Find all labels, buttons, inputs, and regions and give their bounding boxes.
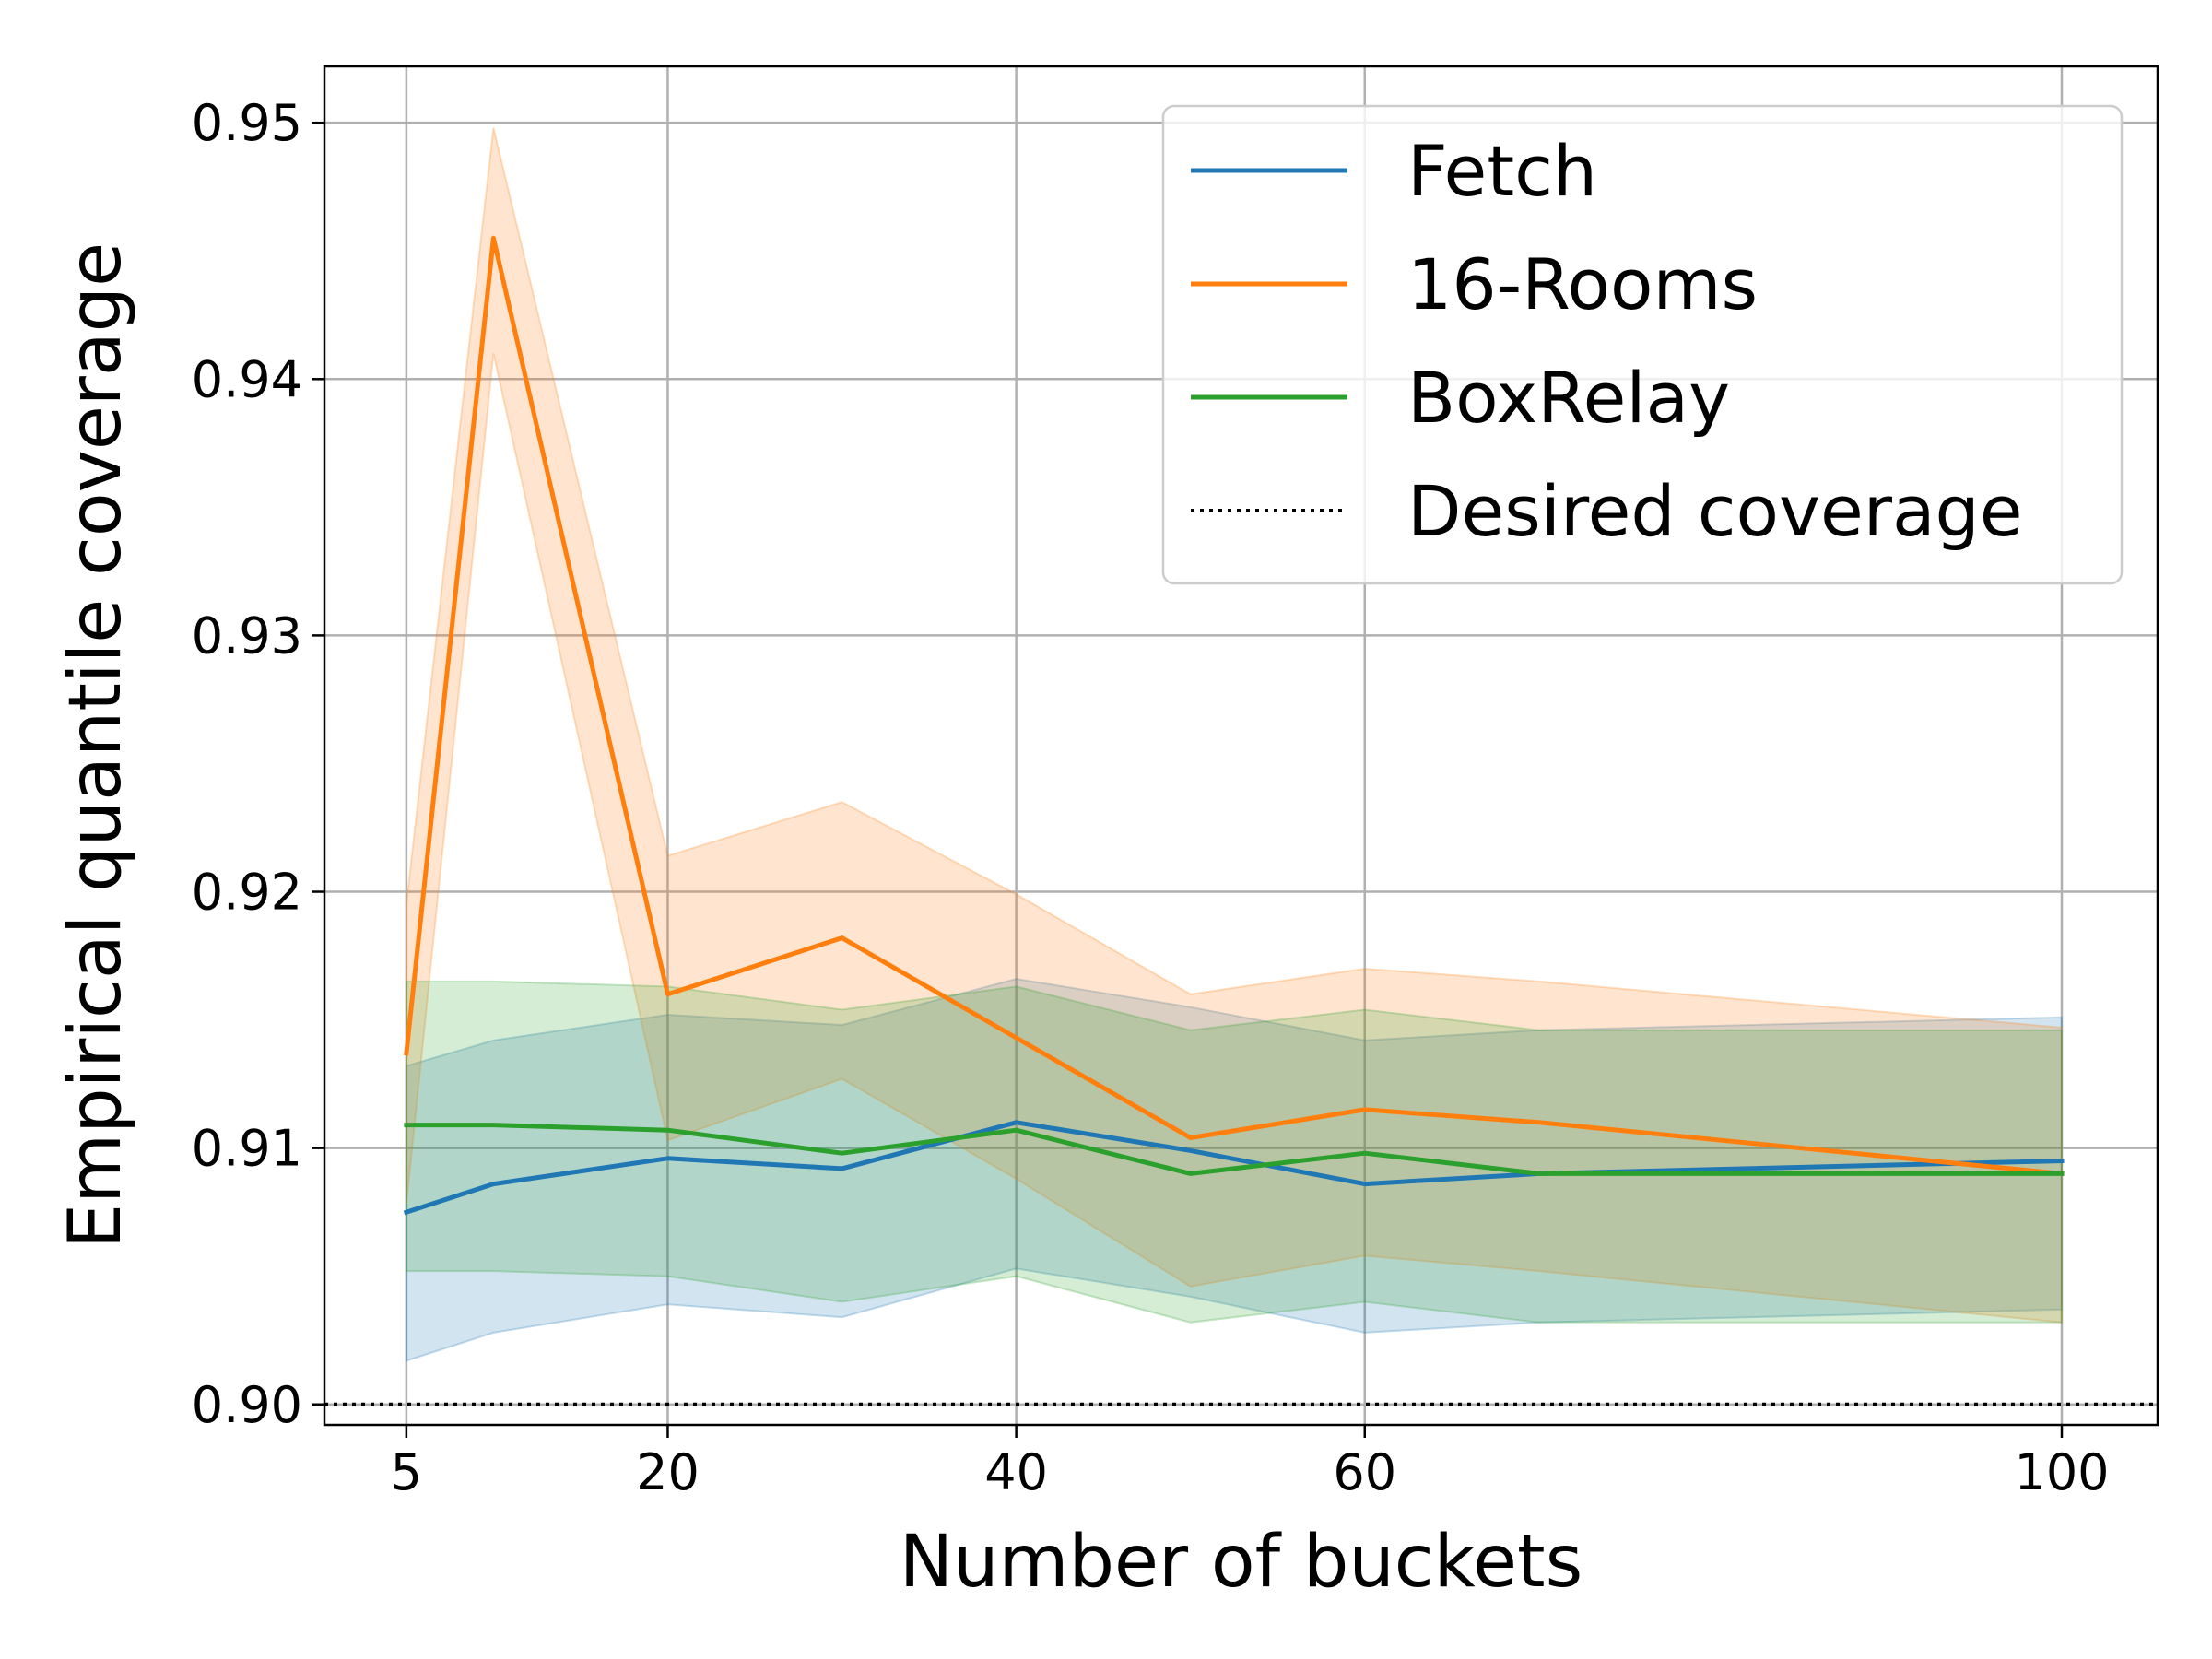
x-tick-label: 40 xyxy=(984,1443,1048,1501)
y-tick-label: 0.93 xyxy=(192,606,302,665)
y-tick-label: 0.92 xyxy=(192,864,302,922)
x-tick-label: 5 xyxy=(391,1443,422,1501)
legend-box xyxy=(1161,104,2124,585)
y-tick-label: 0.95 xyxy=(192,94,302,152)
plot-frame xyxy=(323,65,2159,1427)
series-lines xyxy=(403,235,2065,1216)
y-tick-label: 0.94 xyxy=(192,350,302,408)
legend-label-fetch: Fetch xyxy=(1407,130,1597,212)
y-axis-label: Empirical quantile coverage xyxy=(54,242,137,1249)
legend-label-boxrelay: BoxRelay xyxy=(1407,357,1730,439)
series-line-boxrelay xyxy=(404,1123,2065,1176)
band-16-rooms xyxy=(405,127,2063,1324)
legend-label-desired-coverage: Desired coverage xyxy=(1407,470,2023,552)
x-axis-label: Number of buckets xyxy=(900,1521,1583,1604)
x-axis-ticks: 5 20 40 60 100 xyxy=(391,1425,2110,1501)
series-line-fetch xyxy=(403,1120,2065,1216)
x-tick-label: 20 xyxy=(636,1443,700,1501)
legend-label-16-rooms: 16-Rooms xyxy=(1407,243,1758,325)
x-tick-label: 60 xyxy=(1333,1443,1396,1501)
band-boxrelay xyxy=(405,980,2063,1324)
series-line-16-rooms xyxy=(404,235,2065,1177)
y-tick-label: 0.90 xyxy=(192,1376,302,1434)
x-tick-label: 100 xyxy=(2014,1443,2109,1501)
y-tick-label: 0.91 xyxy=(192,1120,302,1178)
y-axis-ticks: 0.90 0.91 0.92 0.93 0.94 0.95 xyxy=(192,94,324,1434)
legend: Fetch 16-Rooms BoxRelay Desired coverage xyxy=(1161,104,2124,585)
